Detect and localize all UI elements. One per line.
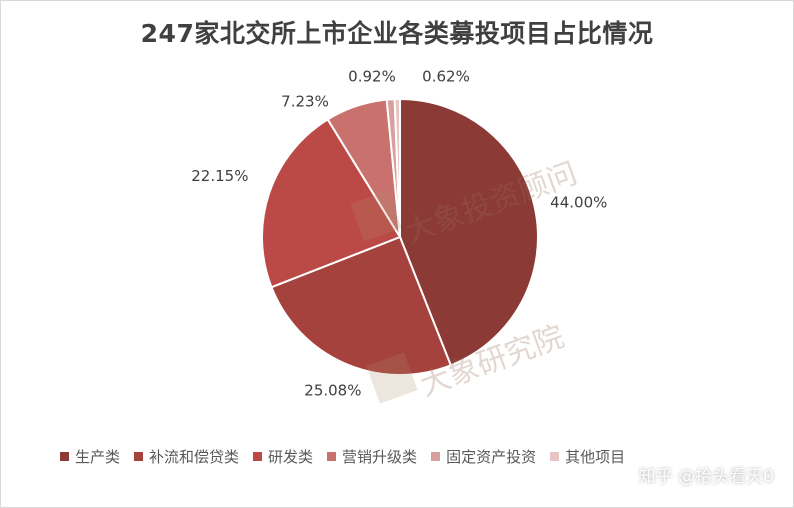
data-label: 44.00%	[550, 193, 607, 211]
legend-swatch	[431, 452, 441, 461]
data-label: 25.08%	[304, 382, 361, 400]
legend-swatch	[60, 452, 69, 461]
legend-swatch	[134, 452, 144, 461]
legend-label: 生产类	[75, 448, 121, 466]
source-credit: 知乎 @拾头看天0	[638, 467, 774, 487]
legend-label: 补流和偿贷类	[149, 448, 240, 466]
legend-label: 固定资产投资	[446, 448, 537, 466]
chart-title: 247家北交所上市企业各类募投项目占比情况	[140, 19, 654, 48]
pie-slice	[261, 118, 402, 289]
legend-item: 营销升级类	[327, 446, 417, 467]
legend-item: 研发类	[253, 446, 313, 467]
legend-label: 营销升级类	[342, 448, 418, 466]
legend-swatch	[327, 452, 337, 461]
legend-item: 固定资产投资	[431, 446, 536, 467]
data-label: 0.62%	[422, 68, 470, 86]
legend-item: 其他项目	[550, 446, 625, 467]
pie-slice	[393, 97, 401, 238]
legend-item: 生产类	[60, 446, 120, 467]
legend-item: 补流和偿贷类	[134, 446, 239, 467]
pie-slice	[270, 235, 453, 376]
pie-slice	[399, 97, 539, 367]
data-label: 0.92%	[348, 68, 396, 86]
legend-swatch	[253, 452, 263, 461]
data-label: 7.23%	[281, 93, 329, 111]
legend-label: 其他项目	[565, 448, 626, 466]
legend-label: 研发类	[268, 448, 314, 466]
legend-swatch	[550, 452, 560, 461]
data-label: 22.15%	[191, 167, 248, 185]
chart-legend: 生产类 补流和偿贷类 研发类 营销升级类 固定资产投资 其他项目	[60, 446, 639, 467]
